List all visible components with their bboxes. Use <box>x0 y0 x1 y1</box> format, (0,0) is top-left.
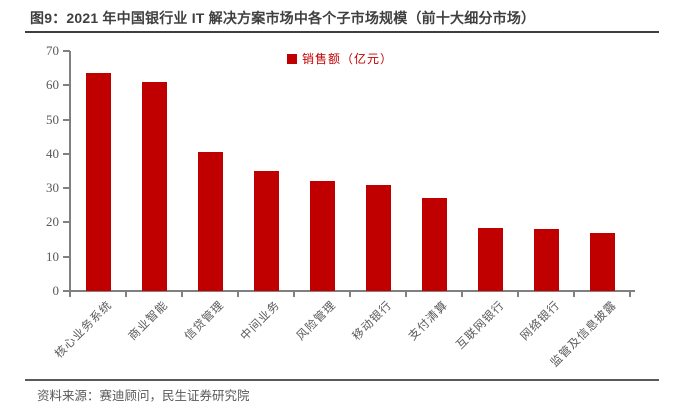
x-category-label: 风险管理 <box>294 299 339 343</box>
y-tick <box>63 290 70 292</box>
bar <box>197 152 223 291</box>
bar <box>477 228 503 291</box>
title-divider <box>25 31 659 33</box>
x-category-label: 互联网银行 <box>453 299 507 352</box>
x-category-label: 支付清算 <box>406 299 451 343</box>
footer-divider <box>25 379 659 381</box>
x-category-label: 商业智能 <box>126 299 171 343</box>
bar <box>589 233 615 291</box>
x-tick <box>237 292 239 297</box>
chart-legend: 销售额（亿元） <box>286 50 394 67</box>
bar <box>85 73 111 291</box>
y-tick-label: 60 <box>46 77 59 93</box>
x-tick <box>517 292 519 297</box>
y-tick-label: 10 <box>46 248 59 264</box>
y-tick-label: 40 <box>46 145 59 161</box>
bar <box>533 229 559 291</box>
x-tick <box>629 292 631 297</box>
source-note: 资料来源：赛迪顾问，民生证券研究院 <box>37 389 250 403</box>
x-category-label: 移动银行 <box>350 299 395 343</box>
x-tick <box>461 292 463 297</box>
x-tick <box>69 292 71 297</box>
bar <box>421 198 447 291</box>
y-tick <box>63 255 70 258</box>
legend-swatch <box>286 53 297 64</box>
x-tick <box>293 292 295 297</box>
x-tick <box>125 292 127 297</box>
y-tick-label: 0 <box>52 283 60 298</box>
legend-label: 销售额（亿元） <box>301 52 394 66</box>
x-category-label: 网络银行 <box>518 299 563 343</box>
y-axis-line <box>69 51 71 292</box>
x-axis-line <box>68 290 635 292</box>
y-tick <box>63 118 70 121</box>
x-tick <box>349 292 351 297</box>
y-tick-label: 50 <box>46 111 59 127</box>
x-tick <box>405 292 407 297</box>
figure-title: 图9：2021 年中国银行业 IT 解决方案市场中各个子市场规模（前十大细分市场… <box>30 10 536 26</box>
y-tick <box>63 152 70 155</box>
bar <box>253 171 279 291</box>
bar <box>309 181 335 291</box>
y-tick-label: 20 <box>46 214 59 230</box>
y-tick <box>63 84 70 87</box>
y-tick <box>63 50 70 52</box>
y-tick-label: 70 <box>46 43 59 58</box>
x-category-label: 中间业务 <box>238 299 283 343</box>
x-tick <box>573 292 575 297</box>
y-tick-label: 30 <box>46 180 59 196</box>
bar <box>365 185 391 291</box>
bar <box>141 82 167 291</box>
y-tick <box>63 187 70 190</box>
x-tick <box>181 292 183 297</box>
x-category-label: 核心业务系统 <box>53 299 115 361</box>
y-tick <box>63 221 70 224</box>
x-category-label: 信贷管理 <box>182 299 227 343</box>
